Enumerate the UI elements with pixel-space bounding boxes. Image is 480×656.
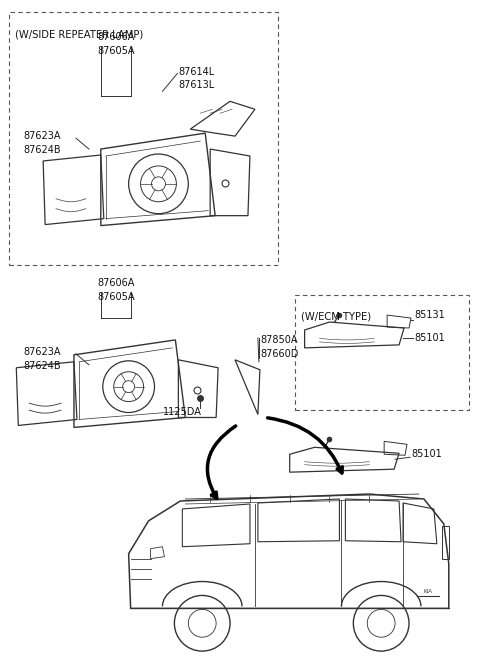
Text: 87606A: 87606A: [97, 278, 134, 288]
Text: 87850A: 87850A: [260, 335, 298, 345]
Text: (W/SIDE REPEATER LAMP): (W/SIDE REPEATER LAMP): [15, 30, 144, 40]
Text: 87623A: 87623A: [23, 347, 61, 357]
Text: 87606A: 87606A: [97, 31, 134, 42]
Text: 1125DA: 1125DA: [163, 407, 202, 417]
Text: KIA: KIA: [423, 589, 432, 594]
Text: 87623A: 87623A: [23, 131, 61, 141]
Text: (W/ECM TYPE): (W/ECM TYPE): [300, 311, 371, 321]
Text: 87605A: 87605A: [97, 292, 134, 302]
Bar: [295, 295, 468, 409]
Text: 87605A: 87605A: [97, 46, 134, 56]
Text: 87614L: 87614L: [179, 66, 215, 77]
Text: 87624B: 87624B: [23, 145, 61, 155]
Text: 87624B: 87624B: [23, 361, 61, 371]
Bar: [9, 12, 278, 266]
Text: 87660D: 87660D: [260, 349, 298, 359]
Text: 85101: 85101: [414, 333, 445, 343]
Text: 85131: 85131: [414, 310, 445, 320]
Text: 85101: 85101: [411, 449, 442, 459]
Text: 87613L: 87613L: [179, 81, 215, 91]
